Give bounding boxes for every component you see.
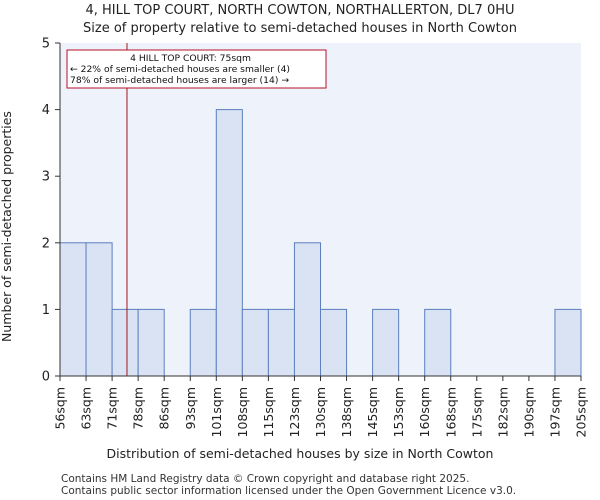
x-tick-label: 205sqm [574,387,589,437]
x-tick-label: 197sqm [547,387,562,437]
x-tick-label: 115sqm [261,387,276,437]
x-tick-label: 123sqm [287,387,302,437]
x-tick-label: 145sqm [365,387,380,437]
y-tick-label: 4 [42,103,50,118]
bar [189,308,217,377]
chart-title-address: 4, HILL TOP COURT, NORTH COWTON, NORTHAL… [85,3,515,18]
annotation-box [66,49,327,89]
x-tick-label: 56sqm [53,387,68,430]
y-tick-label: 2 [42,236,50,251]
y-axis-label: Number of semi-detached properties [0,111,14,342]
footer-licence: Contains public sector information licen… [61,485,517,497]
bar [293,242,322,377]
bar [59,242,87,377]
annotation-line: ← 22% of semi-detached houses are smalle… [70,64,290,75]
bar [554,308,582,377]
bar [267,308,295,377]
x-tick-label: 63sqm [79,387,94,430]
y-tick-label: 3 [42,170,50,185]
y-tick-label: 0 [42,370,50,385]
x-tick-label: 153sqm [391,387,406,437]
x-tick-label: 190sqm [521,387,536,437]
x-tick-label: 78sqm [131,387,146,430]
bar [424,308,452,377]
x-tick-label: 138sqm [339,387,354,437]
bar [85,242,113,377]
bar [241,308,269,377]
x-tick-label: 182sqm [495,387,510,437]
y-tick-label: 5 [42,37,50,52]
annotation-line: 78% of semi-detached houses are larger (… [70,75,289,86]
x-tick-label: 101sqm [209,387,224,437]
x-tick-label: 71sqm [105,387,120,430]
bar [137,308,165,377]
bar [372,308,400,377]
bar [215,109,243,377]
bar [320,308,348,377]
x-tick-label: 93sqm [183,387,198,430]
x-tick-label: 130sqm [313,387,328,437]
chart-title: Size of property relative to semi-detach… [83,21,517,36]
x-tick-label: 175sqm [469,387,484,437]
x-tick-label: 160sqm [417,387,432,437]
annotation-line: 4 HILL TOP COURT: 75sqm [130,53,251,64]
footer-copyright: Contains HM Land Registry data © Crown c… [61,473,470,485]
x-tick-label: 108sqm [235,387,250,437]
x-tick-label: 168sqm [443,387,458,437]
x-axis-label: Distribution of semi-detached houses by … [106,446,494,461]
y-tick-label: 1 [42,303,50,318]
bar [111,308,139,377]
x-tick-label: 86sqm [157,387,172,430]
